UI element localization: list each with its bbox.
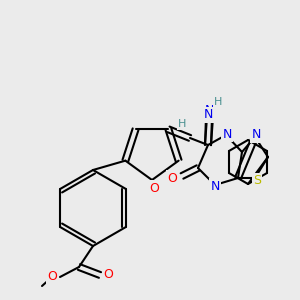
Text: S: S — [253, 175, 261, 188]
Text: N: N — [210, 179, 220, 193]
Text: N: N — [203, 109, 213, 122]
Text: H: H — [214, 97, 222, 107]
Text: O: O — [149, 182, 159, 194]
Text: O: O — [47, 271, 57, 284]
Text: N: N — [251, 128, 261, 142]
Text: N: N — [204, 103, 214, 116]
Text: N: N — [222, 128, 232, 140]
Text: H: H — [178, 119, 186, 129]
Text: O: O — [167, 172, 177, 184]
Text: O: O — [103, 268, 113, 281]
Text: H: H — [214, 97, 222, 107]
